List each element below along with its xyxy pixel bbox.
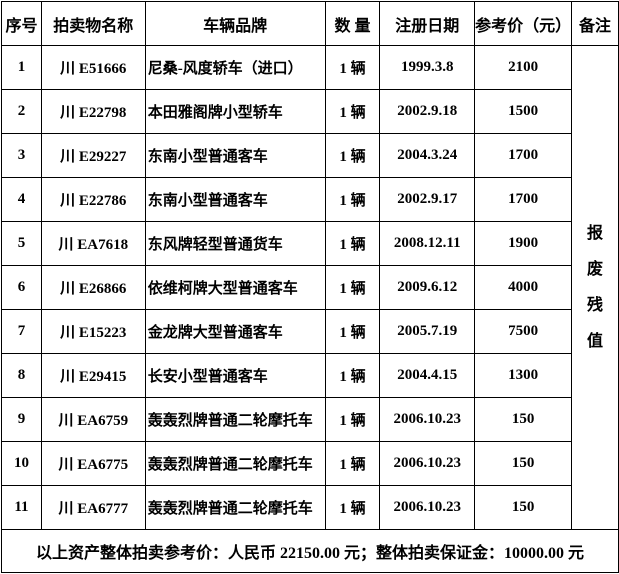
header-brand: 车辆品牌 (144, 1, 326, 46)
reference-price: 1700 (474, 133, 573, 178)
registration-date: 2006.10.23 (379, 441, 476, 486)
row-number: 8 (1, 353, 42, 398)
header-row: 序号 拍卖物名称 车辆品牌 数 量 注册日期 参考价（元） 备注 (1, 1, 619, 46)
quantity: 1 辆 (324, 485, 381, 530)
table-row: 10 川 EA6775 轰轰烈牌普通二轮摩托车 1 辆 2006.10.23 150 (1, 441, 619, 486)
reference-price: 1700 (474, 177, 573, 222)
registration-date: 1999.3.8 (379, 45, 476, 90)
quantity: 1 辆 (324, 309, 381, 354)
summary-footer: 以上资产整体拍卖参考价：人民币 22150.00 元；整体拍卖保证金：10000… (1, 529, 619, 573)
row-number: 3 (1, 133, 42, 178)
auction-item-name: 川 E15223 (40, 309, 146, 354)
vehicle-brand: 本田雅阁牌小型轿车 (144, 89, 326, 134)
remark-char: 报 (587, 224, 604, 242)
reference-price: 7500 (474, 309, 573, 354)
row-number: 4 (1, 177, 42, 222)
reference-price: 1500 (474, 89, 573, 134)
vehicle-brand: 长安小型普通客车 (144, 353, 326, 398)
quantity: 1 辆 (324, 265, 381, 310)
vehicle-brand: 轰轰烈牌普通二轮摩托车 (144, 397, 326, 442)
header-price: 参考价（元） (474, 1, 573, 46)
auction-item-name: 川 E22786 (40, 177, 146, 222)
row-number: 7 (1, 309, 42, 354)
reference-price: 150 (474, 397, 573, 442)
reference-price: 2100 (474, 45, 573, 90)
auction-item-name: 川 EA7618 (40, 221, 146, 266)
quantity: 1 辆 (324, 45, 381, 90)
registration-date: 2002.9.18 (379, 89, 476, 134)
header-name: 拍卖物名称 (40, 1, 146, 46)
quantity: 1 辆 (324, 133, 381, 178)
header-no: 序号 (1, 1, 42, 46)
header-qty: 数 量 (324, 1, 381, 46)
vehicle-brand: 金龙牌大型普通客车 (144, 309, 326, 354)
registration-date: 2008.12.11 (379, 221, 476, 266)
reference-price: 4000 (474, 265, 573, 310)
registration-date: 2004.3.24 (379, 133, 476, 178)
vehicle-brand: 东南小型普通客车 (144, 177, 326, 222)
remark-char: 值 (587, 332, 604, 350)
row-number: 1 (1, 45, 42, 90)
reference-price: 150 (474, 485, 573, 530)
row-number: 6 (1, 265, 42, 310)
auction-item-name: 川 E26866 (40, 265, 146, 310)
auction-item-name: 川 EA6775 (40, 441, 146, 486)
registration-date: 2005.7.19 (379, 309, 476, 354)
auction-item-name: 川 E29415 (40, 353, 146, 398)
remark-char: 废 (587, 260, 604, 278)
quantity: 1 辆 (324, 397, 381, 442)
row-number: 11 (1, 485, 42, 530)
vehicle-brand: 依维柯牌大型普通客车 (144, 265, 326, 310)
quantity: 1 辆 (324, 221, 381, 266)
row-number: 5 (1, 221, 42, 266)
row-number: 9 (1, 397, 42, 442)
remark-cell: 报废残值 (571, 45, 619, 530)
row-number: 2 (1, 89, 42, 134)
auction-item-name: 川 E51666 (40, 45, 146, 90)
reference-price: 1900 (474, 221, 573, 266)
vehicle-brand: 轰轰烈牌普通二轮摩托车 (144, 441, 326, 486)
reference-price: 1300 (474, 353, 573, 398)
vehicle-brand: 东风牌轻型普通货车 (144, 221, 326, 266)
header-note: 备注 (571, 1, 619, 46)
row-number: 10 (1, 441, 42, 486)
header-date: 注册日期 (379, 1, 476, 46)
quantity: 1 辆 (324, 177, 381, 222)
auction-item-name: 川 EA6777 (40, 485, 146, 530)
registration-date: 2009.6.12 (379, 265, 476, 310)
quantity: 1 辆 (324, 89, 381, 134)
registration-date: 2002.9.17 (379, 177, 476, 222)
auction-item-name: 川 E22798 (40, 89, 146, 134)
registration-date: 2006.10.23 (379, 397, 476, 442)
quantity: 1 辆 (324, 441, 381, 486)
remark-char: 残 (587, 296, 604, 314)
auction-item-name: 川 E29227 (40, 133, 146, 178)
reference-price: 150 (474, 441, 573, 486)
vehicle-brand: 尼桑-风度轿车（进口） (144, 45, 326, 90)
vehicle-brand: 东南小型普通客车 (144, 133, 326, 178)
registration-date: 2004.4.15 (379, 353, 476, 398)
registration-date: 2006.10.23 (379, 485, 476, 530)
table-row: 11 川 EA6777 轰轰烈牌普通二轮摩托车 1 辆 2006.10.23 150 (1, 485, 619, 530)
vehicle-brand: 轰轰烈牌普通二轮摩托车 (144, 485, 326, 530)
quantity: 1 辆 (324, 353, 381, 398)
auction-item-name: 川 EA6759 (40, 397, 146, 442)
